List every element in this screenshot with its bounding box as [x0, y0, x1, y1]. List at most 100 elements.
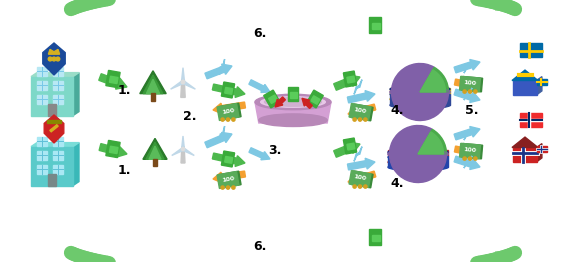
Text: 1.: 1.: [118, 164, 131, 177]
Polygon shape: [143, 75, 163, 94]
Polygon shape: [495, 0, 515, 10]
Polygon shape: [454, 127, 480, 140]
Polygon shape: [255, 102, 331, 123]
Polygon shape: [348, 104, 376, 117]
Polygon shape: [219, 59, 224, 75]
Bar: [37, 151, 47, 160]
Polygon shape: [73, 143, 79, 185]
Bar: [388, 156, 448, 167]
Polygon shape: [106, 140, 120, 158]
Polygon shape: [354, 80, 362, 94]
Bar: [47, 120, 61, 123]
Polygon shape: [217, 103, 239, 121]
Text: 4.: 4.: [390, 104, 404, 117]
Bar: [390, 94, 450, 105]
Polygon shape: [454, 156, 480, 170]
Polygon shape: [537, 144, 542, 162]
Polygon shape: [347, 91, 375, 103]
Bar: [53, 137, 63, 146]
Circle shape: [463, 90, 466, 93]
Bar: [48, 174, 56, 185]
Bar: [37, 81, 47, 90]
Polygon shape: [213, 171, 246, 183]
Circle shape: [463, 157, 466, 160]
Circle shape: [353, 185, 356, 188]
Bar: [520, 113, 542, 127]
Bar: [537, 79, 547, 85]
Polygon shape: [224, 88, 233, 94]
Ellipse shape: [259, 114, 327, 127]
Polygon shape: [146, 142, 164, 159]
Polygon shape: [464, 128, 472, 140]
Ellipse shape: [255, 94, 331, 110]
Bar: [37, 137, 47, 146]
Polygon shape: [454, 59, 480, 73]
Ellipse shape: [261, 97, 325, 107]
Polygon shape: [205, 64, 232, 79]
Polygon shape: [219, 126, 224, 142]
Ellipse shape: [388, 149, 448, 159]
Ellipse shape: [390, 96, 450, 103]
Bar: [37, 67, 47, 76]
Polygon shape: [306, 90, 323, 108]
Bar: [537, 146, 547, 152]
Bar: [37, 95, 47, 103]
Polygon shape: [347, 143, 355, 150]
Wedge shape: [420, 70, 445, 92]
Circle shape: [221, 118, 224, 121]
Ellipse shape: [388, 149, 448, 159]
Polygon shape: [224, 156, 233, 163]
Polygon shape: [172, 148, 183, 156]
Polygon shape: [462, 144, 483, 159]
Ellipse shape: [390, 87, 450, 97]
Bar: [154, 159, 156, 166]
Wedge shape: [391, 63, 448, 121]
Polygon shape: [182, 81, 195, 89]
Polygon shape: [459, 143, 481, 159]
Circle shape: [364, 185, 367, 188]
Polygon shape: [495, 252, 515, 262]
Polygon shape: [369, 17, 381, 33]
Polygon shape: [275, 97, 285, 107]
Polygon shape: [73, 73, 79, 116]
Ellipse shape: [388, 164, 448, 171]
Polygon shape: [99, 144, 127, 157]
Polygon shape: [459, 76, 481, 92]
Polygon shape: [143, 138, 167, 159]
Wedge shape: [390, 125, 447, 183]
Bar: [513, 148, 537, 162]
Polygon shape: [217, 172, 239, 188]
Text: 5.: 5.: [465, 104, 479, 117]
Circle shape: [468, 90, 472, 93]
Polygon shape: [464, 88, 472, 100]
Bar: [48, 103, 56, 116]
Bar: [513, 80, 537, 95]
Circle shape: [226, 186, 230, 189]
Ellipse shape: [390, 86, 450, 93]
Polygon shape: [333, 75, 360, 90]
Circle shape: [468, 157, 472, 160]
Polygon shape: [351, 171, 373, 188]
Text: 100: 100: [222, 107, 235, 114]
Text: 100: 100: [464, 80, 476, 86]
Polygon shape: [181, 80, 185, 97]
Text: 3.: 3.: [268, 144, 281, 157]
Polygon shape: [454, 146, 480, 158]
Circle shape: [182, 148, 185, 151]
Ellipse shape: [390, 102, 450, 109]
Polygon shape: [347, 76, 355, 83]
Circle shape: [359, 185, 362, 188]
Circle shape: [364, 118, 367, 121]
Polygon shape: [351, 104, 373, 121]
Polygon shape: [537, 77, 542, 95]
Bar: [53, 165, 63, 174]
Polygon shape: [264, 90, 280, 108]
Polygon shape: [343, 138, 357, 154]
Text: 100: 100: [222, 176, 235, 183]
Bar: [388, 150, 448, 156]
Polygon shape: [354, 147, 362, 161]
Bar: [151, 93, 155, 101]
Polygon shape: [110, 146, 118, 154]
Circle shape: [56, 57, 60, 61]
Ellipse shape: [390, 91, 450, 98]
